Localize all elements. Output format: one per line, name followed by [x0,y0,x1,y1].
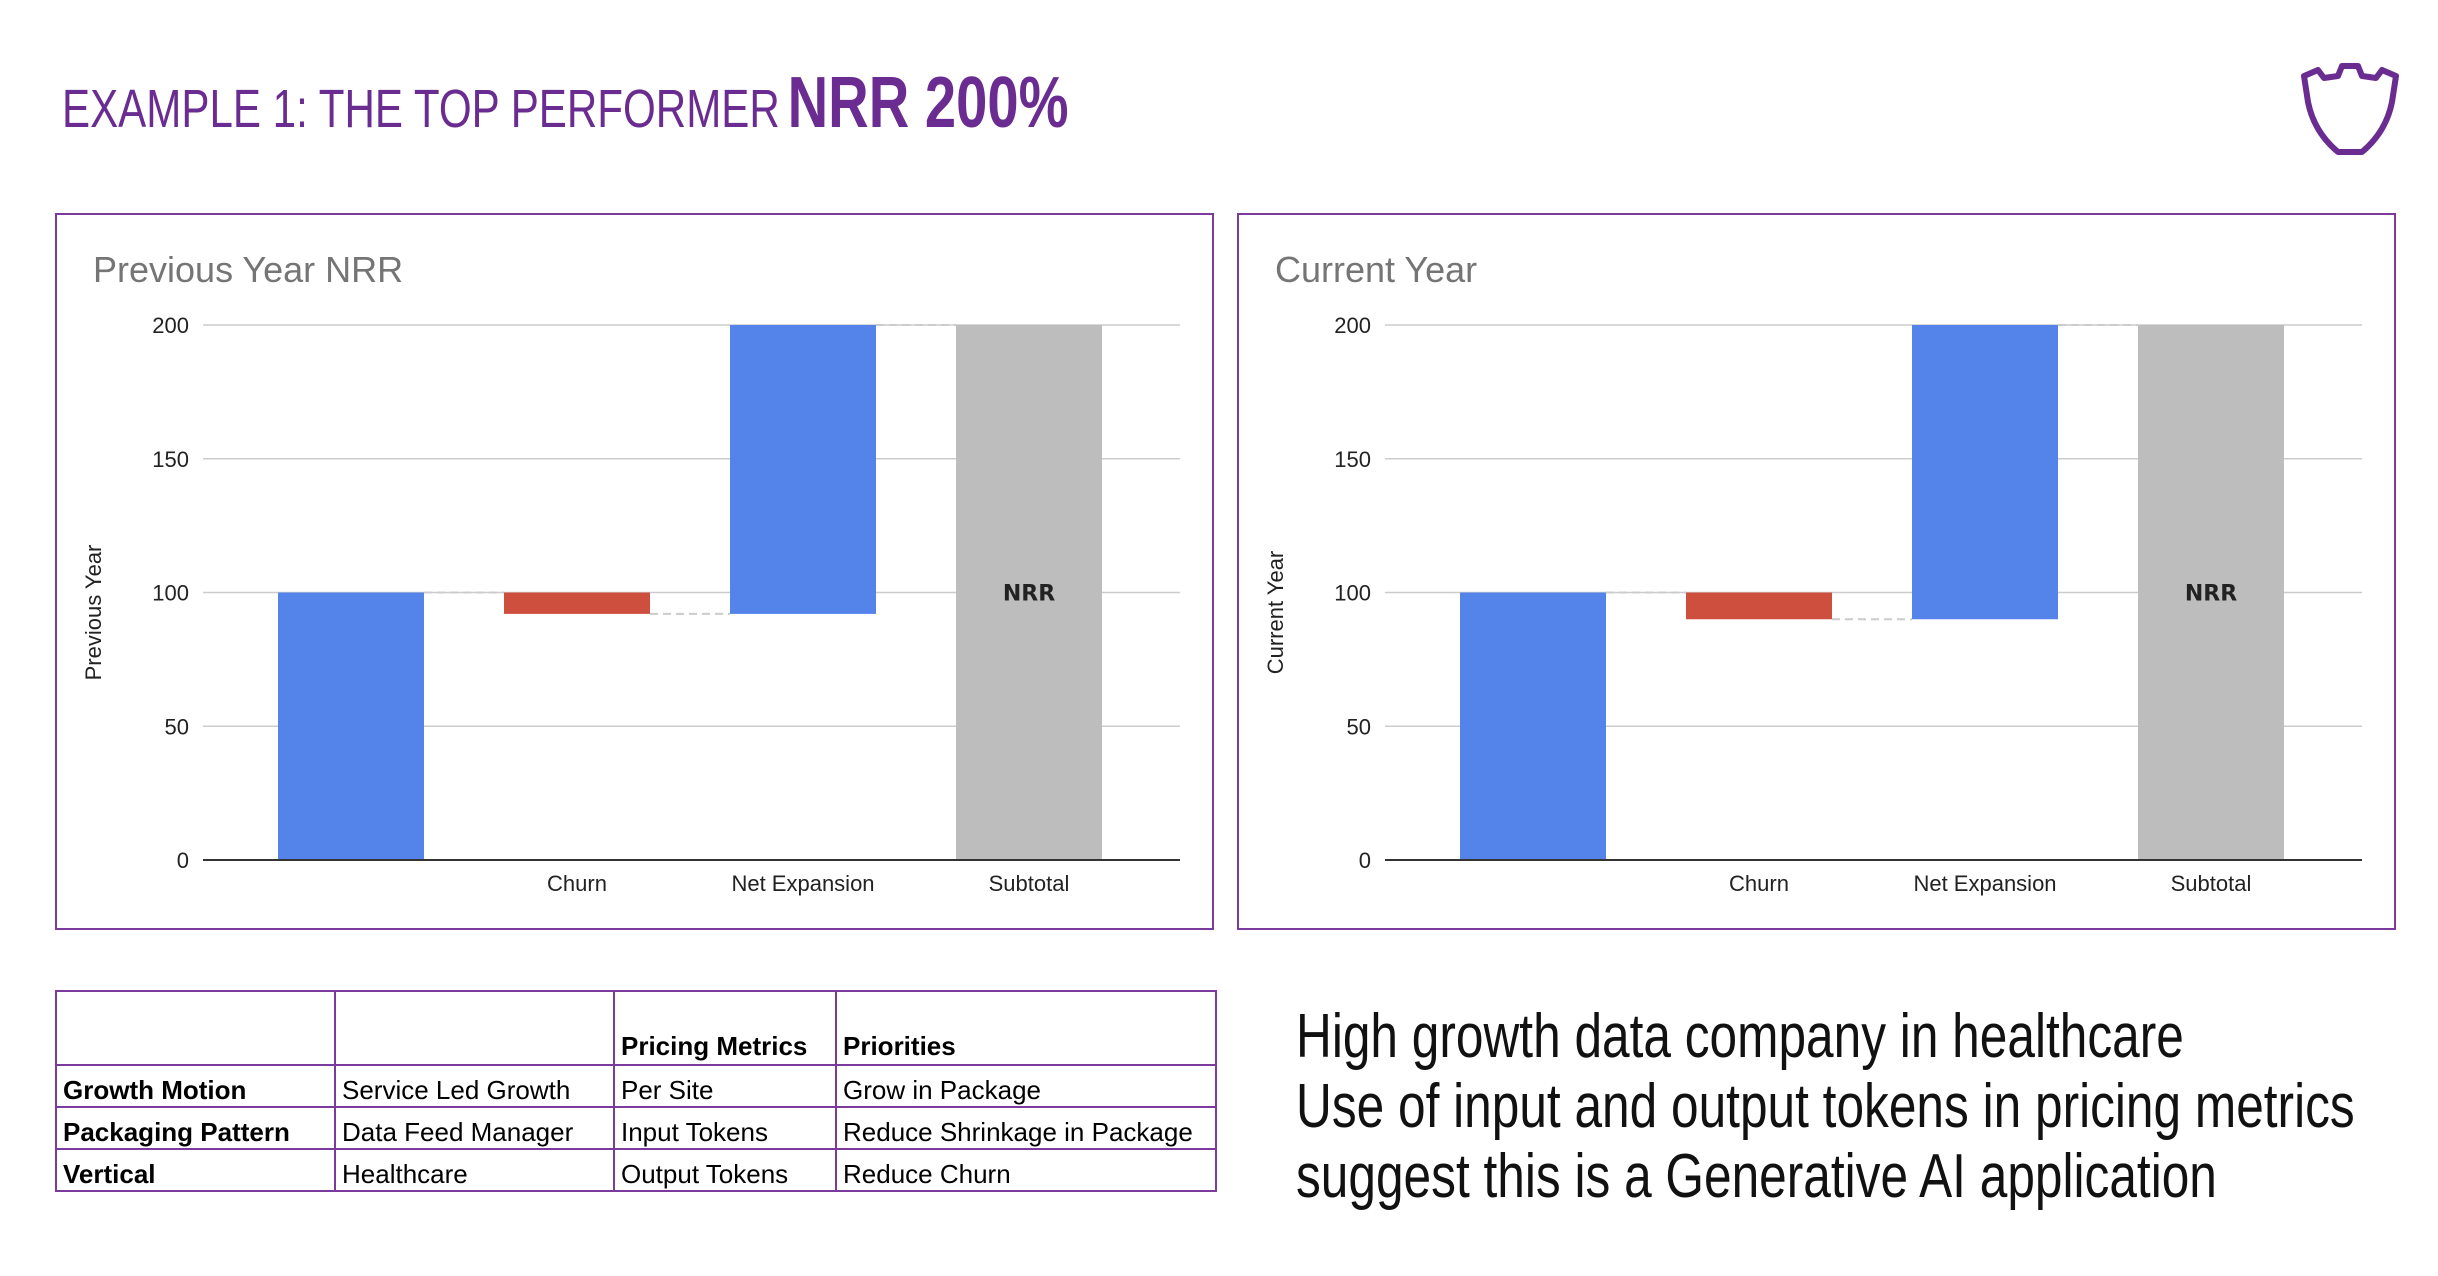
bar-label: NRR [2185,582,2237,607]
previous-year-chart-panel: Previous Year NRR 0 50 100 150 200 Previous Ye… [55,213,1214,930]
x-tick-label: Net Expansion [1913,871,2056,896]
table-header-cell [55,990,336,1066]
summary-note: High growth data company in healthcare U… [1296,1002,2355,1212]
decrease-bar [504,592,650,614]
increase-bar [278,592,424,860]
y-tick-label: 150 [152,447,189,472]
table-header-cell [334,990,615,1066]
subtotal-bar [956,325,1102,860]
chart-title: Current Year [1275,249,1477,290]
x-tick-label: Churn [1729,871,1789,896]
table-header-row: Pricing Metrics Priorities [55,990,1217,1066]
x-tick-label: Subtotal [2171,871,2252,896]
slide-title: EXAMPLE 1: THE TOP PERFORMER NRR 200% [62,62,1069,144]
current-year-chart: Current Year 0 50 100 150 200 Current Year NRR C… [1263,249,2362,896]
table-cell: Input Tokens [613,1106,837,1150]
table-cell: Reduce Churn [835,1148,1217,1192]
summary-line: Use of input and output tokens in pricin… [1296,1072,2355,1141]
slide-title-lead: EXAMPLE 1: THE TOP PERFORMER [62,79,780,139]
y-tick-label: 100 [1334,581,1371,606]
y-axis-label: Previous Year [81,545,106,681]
increase-bar [730,325,876,614]
current-year-chart-panel: Current Year 0 50 100 150 200 Current Year NRR C… [1237,213,2396,930]
table-cell: Reduce Shrinkage in Package [835,1106,1217,1150]
pricing-matrix-table: Pricing Metrics Priorities Growth Motion… [55,990,1217,1192]
summary-line: High growth data company in healthcare [1296,1002,2184,1071]
subtotal-bar [2138,325,2284,860]
increase-bar [1460,592,1606,860]
chart-title: Previous Year NRR [93,249,403,290]
y-axis-label: Current Year [1263,551,1288,675]
y-tick-label: 100 [152,581,189,606]
x-tick-label: Net Expansion [731,871,874,896]
bar-label: NRR [1003,582,1055,607]
company-logo-icon [2301,63,2399,155]
y-tick-label: 50 [165,714,189,739]
summary-line: suggest this is a Generative AI applicat… [1296,1142,2217,1211]
table-cell: Data Feed Manager [334,1106,615,1150]
table-header-cell: Priorities [835,990,1217,1066]
table-row-header: Packaging Pattern [55,1106,336,1150]
table-row: Vertical Healthcare Output Tokens Reduce… [55,1148,1217,1192]
x-tick-label: Subtotal [989,871,1070,896]
y-tick-label: 150 [1334,447,1371,472]
y-tick-label: 50 [1347,714,1371,739]
table-cell: Service Led Growth [334,1064,615,1108]
table-row: Growth Motion Service Led Growth Per Sit… [55,1064,1217,1108]
table-cell: Healthcare [334,1148,615,1192]
table-row-header: Vertical [55,1148,336,1192]
previous-year-chart: Previous Year NRR 0 50 100 150 200 Previous Ye… [81,249,1180,896]
slide-title-highlight: NRR 200% [787,63,1069,143]
table-cell: Per Site [613,1064,837,1108]
table-cell: Output Tokens [613,1148,837,1192]
increase-bar [1912,325,2058,620]
table-row-header: Growth Motion [55,1064,336,1108]
table-cell: Grow in Package [835,1064,1217,1108]
table-header-cell: Pricing Metrics [613,990,837,1066]
y-tick-label: 0 [177,848,189,873]
decrease-bar [1686,592,1832,620]
y-tick-label: 200 [152,313,189,338]
y-tick-label: 0 [1359,848,1371,873]
x-tick-label: Churn [547,871,607,896]
table-row: Packaging Pattern Data Feed Manager Inpu… [55,1106,1217,1150]
y-tick-label: 200 [1334,313,1371,338]
